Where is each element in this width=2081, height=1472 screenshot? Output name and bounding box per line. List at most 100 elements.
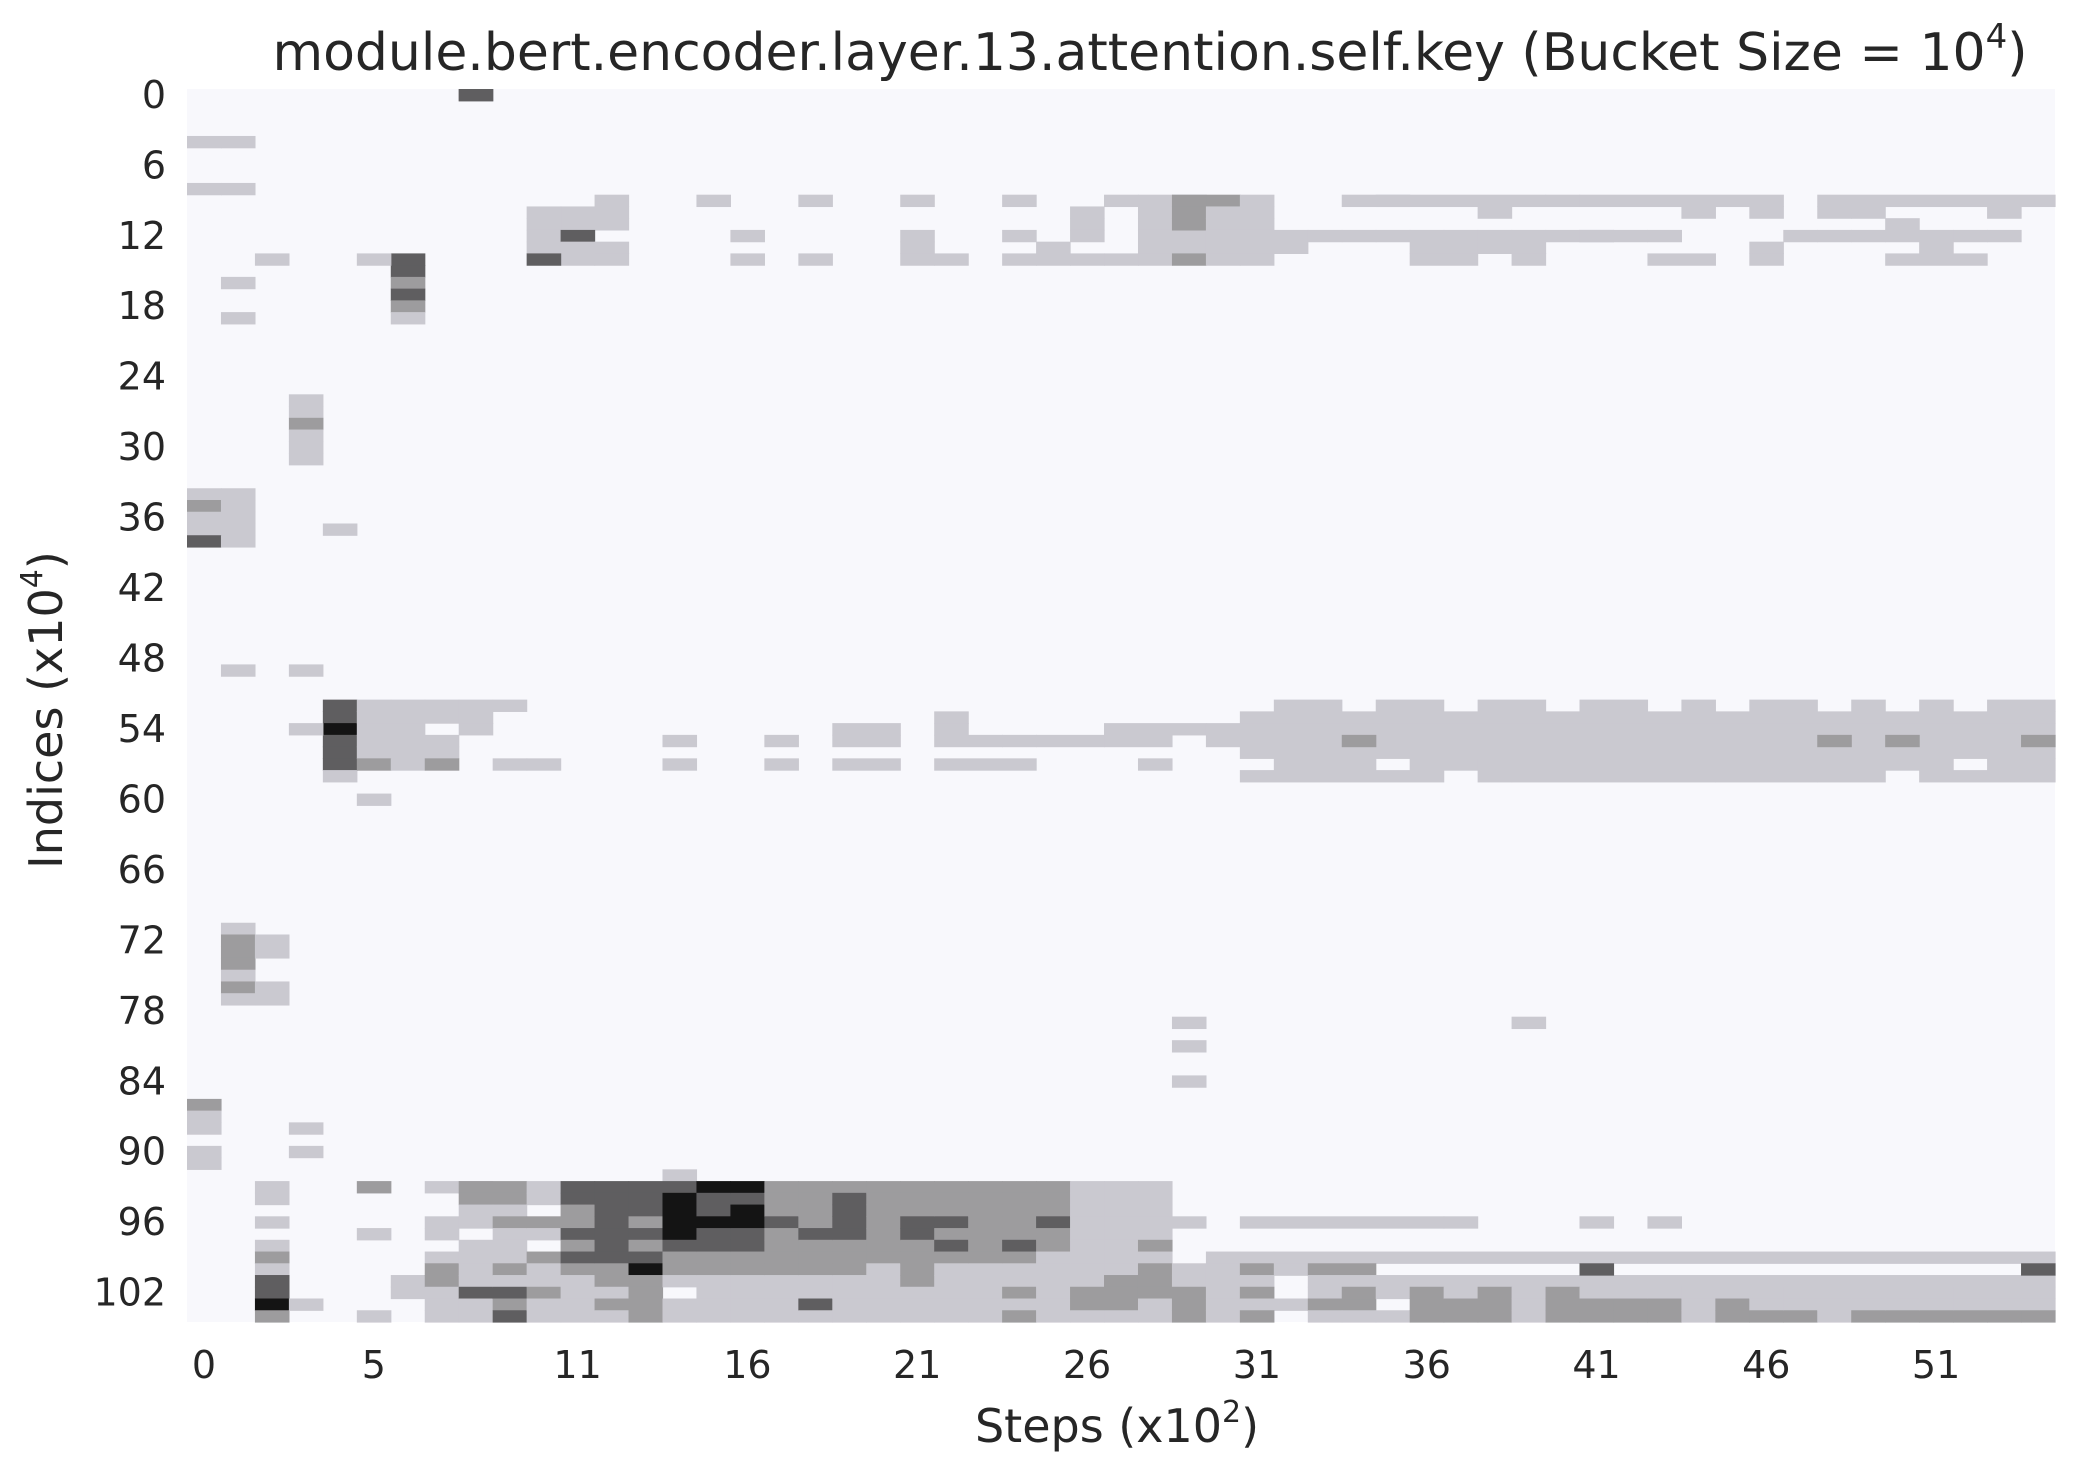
heatmap-cell	[1375, 1310, 1411, 1323]
heatmap-cell	[866, 1251, 901, 1264]
heatmap-cell	[934, 711, 969, 724]
heatmap-cell	[1817, 734, 1852, 748]
heatmap-cell	[1511, 229, 1547, 243]
x-tick-label: 11	[553, 1343, 601, 1387]
heatmap-cell	[1987, 1298, 2022, 1311]
heatmap-cell	[900, 1286, 935, 1300]
heatmap-cell	[1681, 206, 1716, 219]
heatmap-cell	[187, 523, 222, 536]
heatmap-cell	[1885, 229, 1920, 243]
heatmap-cell	[1171, 194, 1207, 208]
heatmap-cell	[696, 1298, 732, 1311]
heatmap-cell	[1171, 1275, 1207, 1288]
heatmap-cell	[1681, 1286, 1716, 1300]
heatmap-cell	[458, 1286, 494, 1300]
heatmap-cell	[424, 758, 460, 771]
heatmap-cell	[1851, 699, 1886, 712]
heatmap-cell	[1273, 699, 1343, 712]
heatmap-cell	[1002, 734, 1037, 748]
heatmap-cell	[798, 1239, 833, 1253]
heatmap-cell	[1885, 1286, 1920, 1300]
heatmap-cell	[934, 1181, 969, 1194]
heatmap-cell	[1443, 1216, 1479, 1229]
heatmap-cell	[968, 1216, 1003, 1229]
heatmap-cell	[1681, 699, 1716, 712]
heatmap-cell	[492, 1204, 528, 1217]
heatmap-cell	[1239, 711, 2056, 724]
heatmap-cell	[968, 1298, 1003, 1311]
heatmap-cell	[526, 1192, 562, 1206]
heatmap-cell	[356, 699, 392, 712]
heatmap-cell	[934, 1192, 969, 1206]
heatmap-cell	[832, 734, 901, 748]
heatmap-cell	[696, 1275, 732, 1288]
heatmap-cell	[1851, 1310, 1886, 1323]
heatmap-cell	[220, 922, 256, 936]
heatmap-cell	[968, 1263, 1003, 1276]
heatmap-cell	[696, 1192, 732, 1206]
y-axis-ticks: 0 6 12 18 24 30 36 42 48 54 60 66 72 78 84 90 96 102	[93, 73, 166, 1315]
heatmap-cell	[696, 194, 732, 208]
heatmap-cell	[390, 265, 426, 278]
heatmap-cell	[1851, 1286, 1886, 1300]
heatmap-cell	[1171, 1216, 1207, 1229]
heatmap-cell	[1885, 218, 1920, 231]
heatmap-cell	[424, 1286, 460, 1300]
heatmap-cell	[968, 1192, 1003, 1206]
heatmap-cell	[390, 723, 426, 736]
heatmap-cell	[594, 1298, 630, 1311]
heatmap-cell	[1987, 699, 2056, 712]
heatmap-cell	[560, 241, 596, 254]
heatmap-cell	[1647, 1216, 1682, 1229]
heatmap-cell	[594, 194, 630, 208]
heatmap-cell	[1239, 241, 1275, 254]
heatmap-cell	[322, 723, 358, 736]
heatmap-cell	[1002, 1228, 1037, 1241]
heatmap-cell	[900, 241, 935, 254]
heatmap-cell	[1137, 1228, 1173, 1241]
heatmap-cell	[968, 1239, 1003, 1253]
heatmap-cell	[1851, 206, 1886, 219]
heatmap-cell	[968, 1251, 1003, 1264]
heatmap-cell	[798, 194, 833, 208]
heatmap-cell	[594, 1251, 630, 1264]
heatmap-cell	[1002, 1310, 1037, 1323]
heatmap-cell	[1239, 253, 1275, 266]
heatmap-cell	[1885, 1310, 1920, 1323]
heatmap-cell	[730, 1310, 765, 1323]
heatmap-cell	[1002, 1192, 1037, 1206]
heatmap-cell	[1104, 1251, 1139, 1264]
heatmap-cell	[1137, 194, 1173, 208]
heatmap-cell	[696, 1228, 732, 1241]
heatmap-cell	[492, 1239, 528, 1253]
heatmap-cell	[1137, 241, 1173, 254]
heatmap-cell	[628, 1216, 664, 1229]
heatmap-cell	[1070, 1263, 1105, 1276]
heatmap-cell	[934, 723, 969, 736]
heatmap-cell	[1579, 1263, 1615, 1276]
heatmap-cell	[1851, 229, 1886, 243]
heatmap-cell	[187, 535, 222, 548]
y-tick-label: 72	[118, 918, 166, 962]
heatmap-cell	[934, 734, 1003, 748]
heatmap-cell	[1273, 1251, 2056, 1264]
heatmap-cell	[764, 1216, 799, 1229]
heatmap-cell	[1749, 253, 1784, 266]
heatmap-cell	[560, 206, 596, 219]
heatmap-cell	[832, 1204, 867, 1217]
heatmap-cell	[1002, 229, 1037, 243]
heatmap-cell	[1919, 1286, 1954, 1300]
heatmap-cell	[696, 1251, 732, 1264]
heatmap-cell	[1307, 1275, 2056, 1288]
heatmap-cell	[1171, 206, 1207, 219]
heatmap-cell	[1817, 1298, 1852, 1311]
heatmap-cell	[1205, 229, 1241, 243]
heatmap-cell	[866, 1286, 901, 1300]
heatmap-cell	[187, 182, 222, 196]
heatmap-cell	[458, 89, 494, 102]
heatmap-cell	[730, 253, 765, 266]
heatmap-cell	[424, 1263, 460, 1276]
heatmap-cell	[356, 1181, 392, 1194]
heatmap-cell	[1171, 229, 1207, 243]
heatmap-cell	[1137, 218, 1173, 231]
